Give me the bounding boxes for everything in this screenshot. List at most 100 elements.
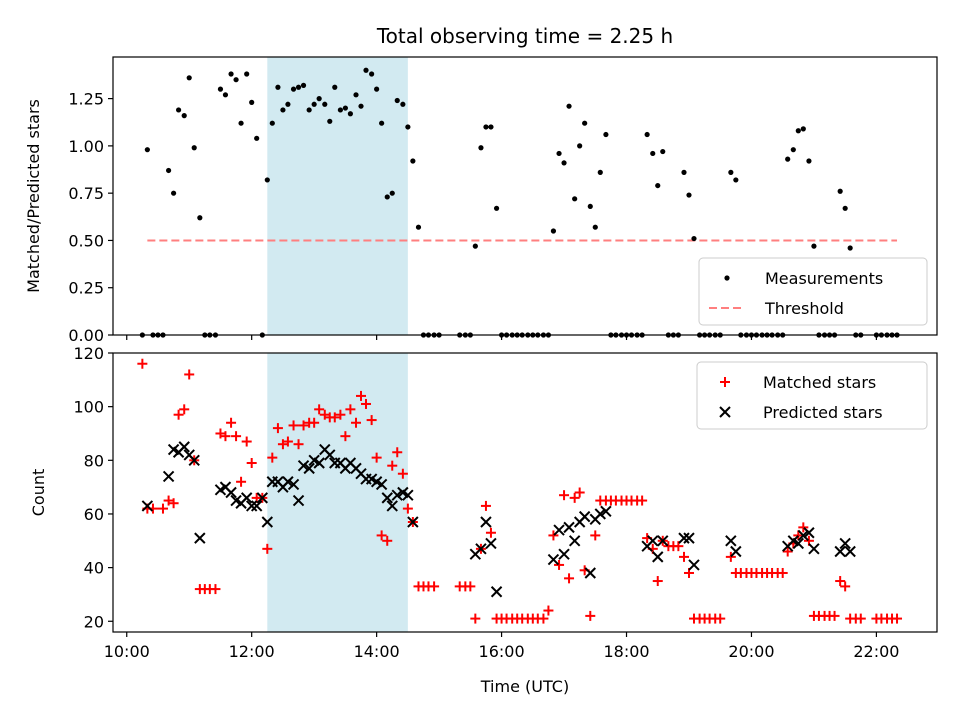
data-point xyxy=(572,196,578,202)
data-point xyxy=(485,527,496,538)
legend-marker xyxy=(720,377,730,387)
data-point xyxy=(280,107,286,113)
data-point xyxy=(337,107,343,113)
data-point xyxy=(288,420,299,431)
y-tick-label: 0.50 xyxy=(68,231,104,250)
data-point xyxy=(400,101,406,107)
data-point xyxy=(375,478,388,491)
highlight-span xyxy=(267,57,408,335)
data-point xyxy=(691,235,697,242)
data-point xyxy=(175,107,182,113)
data-point xyxy=(314,404,325,415)
data-point xyxy=(590,530,601,541)
y-tick-label: 60 xyxy=(84,505,104,524)
data-point xyxy=(329,412,340,423)
data-point xyxy=(554,559,565,570)
data-point xyxy=(394,97,400,104)
data-point xyxy=(144,147,150,153)
data-point xyxy=(840,581,851,592)
data-point xyxy=(250,500,263,512)
data-point xyxy=(543,605,554,616)
data-point xyxy=(405,124,411,130)
series-matched-stars xyxy=(137,358,903,624)
data-point xyxy=(597,169,603,175)
data-point xyxy=(226,417,237,428)
data-point xyxy=(244,71,250,77)
x-tick-label: 14:00 xyxy=(354,642,400,661)
y-tick-label: 20 xyxy=(84,612,104,631)
data-point xyxy=(777,567,788,578)
data-point xyxy=(725,551,736,562)
data-point xyxy=(488,124,494,130)
data-point xyxy=(892,613,903,624)
data-point xyxy=(162,470,175,483)
data-point xyxy=(569,492,580,503)
data-point xyxy=(715,613,726,624)
data-point xyxy=(792,537,805,550)
data-point xyxy=(566,103,572,109)
legend-label: Matched stars xyxy=(763,373,876,392)
data-point xyxy=(798,522,809,533)
data-point xyxy=(141,500,154,512)
data-point xyxy=(282,436,293,447)
data-point xyxy=(256,492,269,504)
data-point xyxy=(407,516,419,528)
data-point xyxy=(290,86,297,92)
data-point xyxy=(678,532,690,544)
y-tick-label: 120 xyxy=(73,344,104,363)
legend-box xyxy=(698,257,928,326)
data-point xyxy=(837,188,843,194)
data-point xyxy=(371,452,382,463)
data-point xyxy=(603,131,609,138)
data-point xyxy=(173,409,184,420)
y-axis-label: Matched/Predicted stars xyxy=(24,99,43,293)
data-point xyxy=(397,468,408,479)
data-point xyxy=(637,495,648,506)
data-point xyxy=(574,487,585,498)
data-point xyxy=(655,182,661,189)
data-point xyxy=(181,113,187,119)
data-point xyxy=(480,516,492,528)
y-tick-label: 1.25 xyxy=(68,90,104,109)
data-point xyxy=(220,431,231,442)
data-point xyxy=(170,190,177,196)
data-point xyxy=(309,417,320,428)
data-point xyxy=(324,449,336,461)
data-point xyxy=(550,228,557,234)
data-point xyxy=(683,532,695,544)
legend-box xyxy=(696,361,928,430)
data-point xyxy=(493,205,500,211)
data-point xyxy=(241,436,252,447)
data-point xyxy=(191,145,197,151)
data-point xyxy=(287,478,300,491)
data-point xyxy=(391,489,403,501)
data-point xyxy=(168,498,179,509)
data-point xyxy=(335,409,346,420)
data-point xyxy=(356,390,367,401)
data-point xyxy=(340,431,351,442)
data-point xyxy=(429,581,440,592)
x-axis-label: Time (UTC) xyxy=(480,677,569,696)
data-point xyxy=(410,158,416,164)
data-point xyxy=(564,573,575,584)
y-tick-label: 0.25 xyxy=(68,279,104,298)
data-point xyxy=(298,420,309,431)
data-point xyxy=(137,358,148,369)
data-point xyxy=(225,486,237,499)
data-point xyxy=(387,460,398,471)
top-panel: 0.00 0.25 0.50 0.75 1.00 1.25 Matched/Predicte… xyxy=(24,56,938,345)
data-point xyxy=(592,224,598,230)
data-point xyxy=(730,545,742,558)
data-point xyxy=(834,545,846,558)
data-point xyxy=(795,128,801,134)
legend: Matched stars Predicted stars xyxy=(696,361,928,430)
data-point xyxy=(261,516,274,528)
data-point xyxy=(179,404,190,415)
data-point xyxy=(650,150,656,157)
data-point xyxy=(231,431,242,442)
x-tick-label: 22:00 xyxy=(853,642,899,661)
data-point xyxy=(678,551,689,562)
data-point xyxy=(582,120,588,126)
data-point xyxy=(369,71,375,77)
